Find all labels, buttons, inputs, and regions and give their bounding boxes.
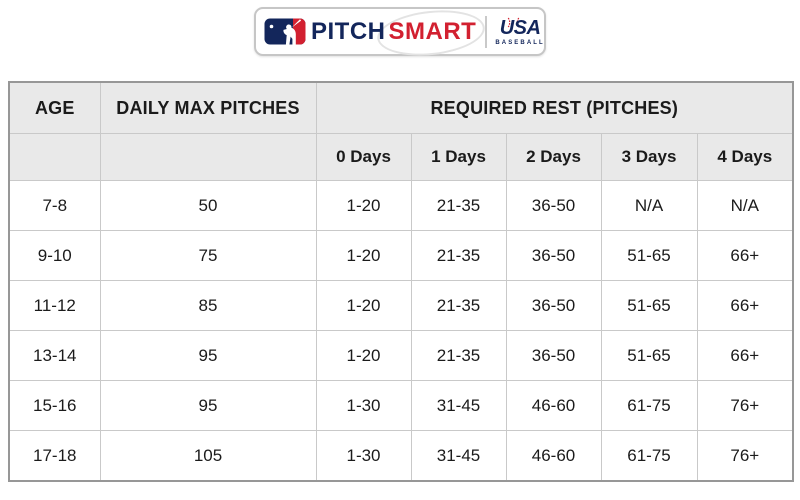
rest-cell: 61-75	[600, 430, 698, 482]
rest-cell: 31-45	[410, 430, 507, 482]
rest-cell: 36-50	[505, 180, 602, 231]
rest-cell: 36-50	[505, 280, 602, 331]
rest-cell: 36-50	[505, 230, 602, 281]
age-cell: 7-8	[8, 180, 101, 231]
header-age: AGE	[8, 81, 101, 134]
rest-cell: 1-30	[315, 430, 412, 482]
rest-cell: 1-30	[315, 380, 412, 431]
pitch-smart-logo: PITCH SMART USA BASEBALL	[254, 5, 546, 61]
header-day-1: 1 Days	[410, 133, 507, 181]
max-pitches-cell: 85	[99, 280, 317, 331]
pitch-smart-wordmark: PITCH SMART	[311, 5, 488, 61]
rest-cell: 66+	[696, 230, 794, 281]
table-row-age-7-8: 7-8 50 1-20 21-35 36-50 N/A N/A	[8, 180, 794, 231]
max-pitches-cell: 75	[99, 230, 317, 281]
baseball-stitches-icon	[506, 15, 521, 29]
age-cell: 17-18	[8, 430, 101, 482]
table-row-age-17-18: 17-18 105 1-30 31-45 46-60 61-75 76+	[8, 430, 794, 482]
max-pitches-cell: 95	[99, 330, 317, 381]
rest-cell: N/A	[600, 180, 698, 231]
rest-cell: 21-35	[410, 230, 507, 281]
header-spacer-daily-max	[99, 133, 317, 181]
rest-cell: 66+	[696, 280, 794, 331]
rest-cell: 51-65	[600, 330, 698, 381]
rest-cell: 51-65	[600, 280, 698, 331]
header-spacer-age	[8, 133, 101, 181]
max-pitches-cell: 50	[99, 180, 317, 231]
table-row-age-11-12: 11-12 85 1-20 21-35 36-50 51-65 66+	[8, 280, 794, 331]
logo-divider	[485, 15, 488, 48]
logo-text-pitch: PITCH	[311, 17, 386, 45]
pitch-count-table: AGE DAILY MAX PITCHES REQUIRED REST (PIT…	[8, 81, 795, 482]
rest-cell: 76+	[696, 430, 794, 482]
header-daily-max-pitches: DAILY MAX PITCHES	[99, 81, 317, 134]
rest-cell: 31-45	[410, 380, 507, 431]
logo-text-smart: SMART	[388, 17, 477, 45]
rest-cell: 51-65	[600, 230, 698, 281]
header-day-3: 3 Days	[600, 133, 698, 181]
rest-cell: N/A	[696, 180, 794, 231]
rest-cell: 1-20	[315, 180, 412, 231]
table-row-age-13-14: 13-14 95 1-20 21-35 36-50 51-65 66+	[8, 330, 794, 381]
rest-cell: 21-35	[410, 180, 507, 231]
age-cell: 15-16	[8, 380, 101, 431]
rest-cell: 1-20	[315, 330, 412, 381]
header-day-4: 4 Days	[696, 133, 794, 181]
table-row-age-9-10: 9-10 75 1-20 21-35 36-50 51-65 66+	[8, 230, 794, 281]
logo-text-baseball: BASEBALL	[495, 39, 545, 46]
rest-cell: 21-35	[410, 330, 507, 381]
usa-baseball-logo: USA BASEBALL	[495, 15, 545, 46]
header-required-rest: REQUIRED REST (PITCHES)	[315, 81, 794, 134]
header-day-0: 0 Days	[315, 133, 412, 181]
rest-cell: 1-20	[315, 280, 412, 331]
rest-cell: 21-35	[410, 280, 507, 331]
header-day-2: 2 Days	[505, 133, 602, 181]
max-pitches-cell: 105	[99, 430, 317, 482]
rest-cell: 46-60	[505, 430, 602, 482]
rest-cell: 66+	[696, 330, 794, 381]
logo-text-usa: USA	[499, 16, 541, 39]
age-cell: 9-10	[8, 230, 101, 281]
max-pitches-cell: 95	[99, 380, 317, 431]
rest-cell: 61-75	[600, 380, 698, 431]
mlb-batterman-icon	[264, 18, 306, 45]
rest-cell: 76+	[696, 380, 794, 431]
header-row-days: 0 Days 1 Days 2 Days 3 Days 4 Days	[8, 133, 794, 181]
rest-cell: 36-50	[505, 330, 602, 381]
age-cell: 11-12	[8, 280, 101, 331]
table-row-age-15-16: 15-16 95 1-30 31-45 46-60 61-75 76+	[8, 380, 794, 431]
rest-cell: 46-60	[505, 380, 602, 431]
rest-cell: 1-20	[315, 230, 412, 281]
age-cell: 13-14	[8, 330, 101, 381]
header-row-main: AGE DAILY MAX PITCHES REQUIRED REST (PIT…	[8, 81, 794, 134]
